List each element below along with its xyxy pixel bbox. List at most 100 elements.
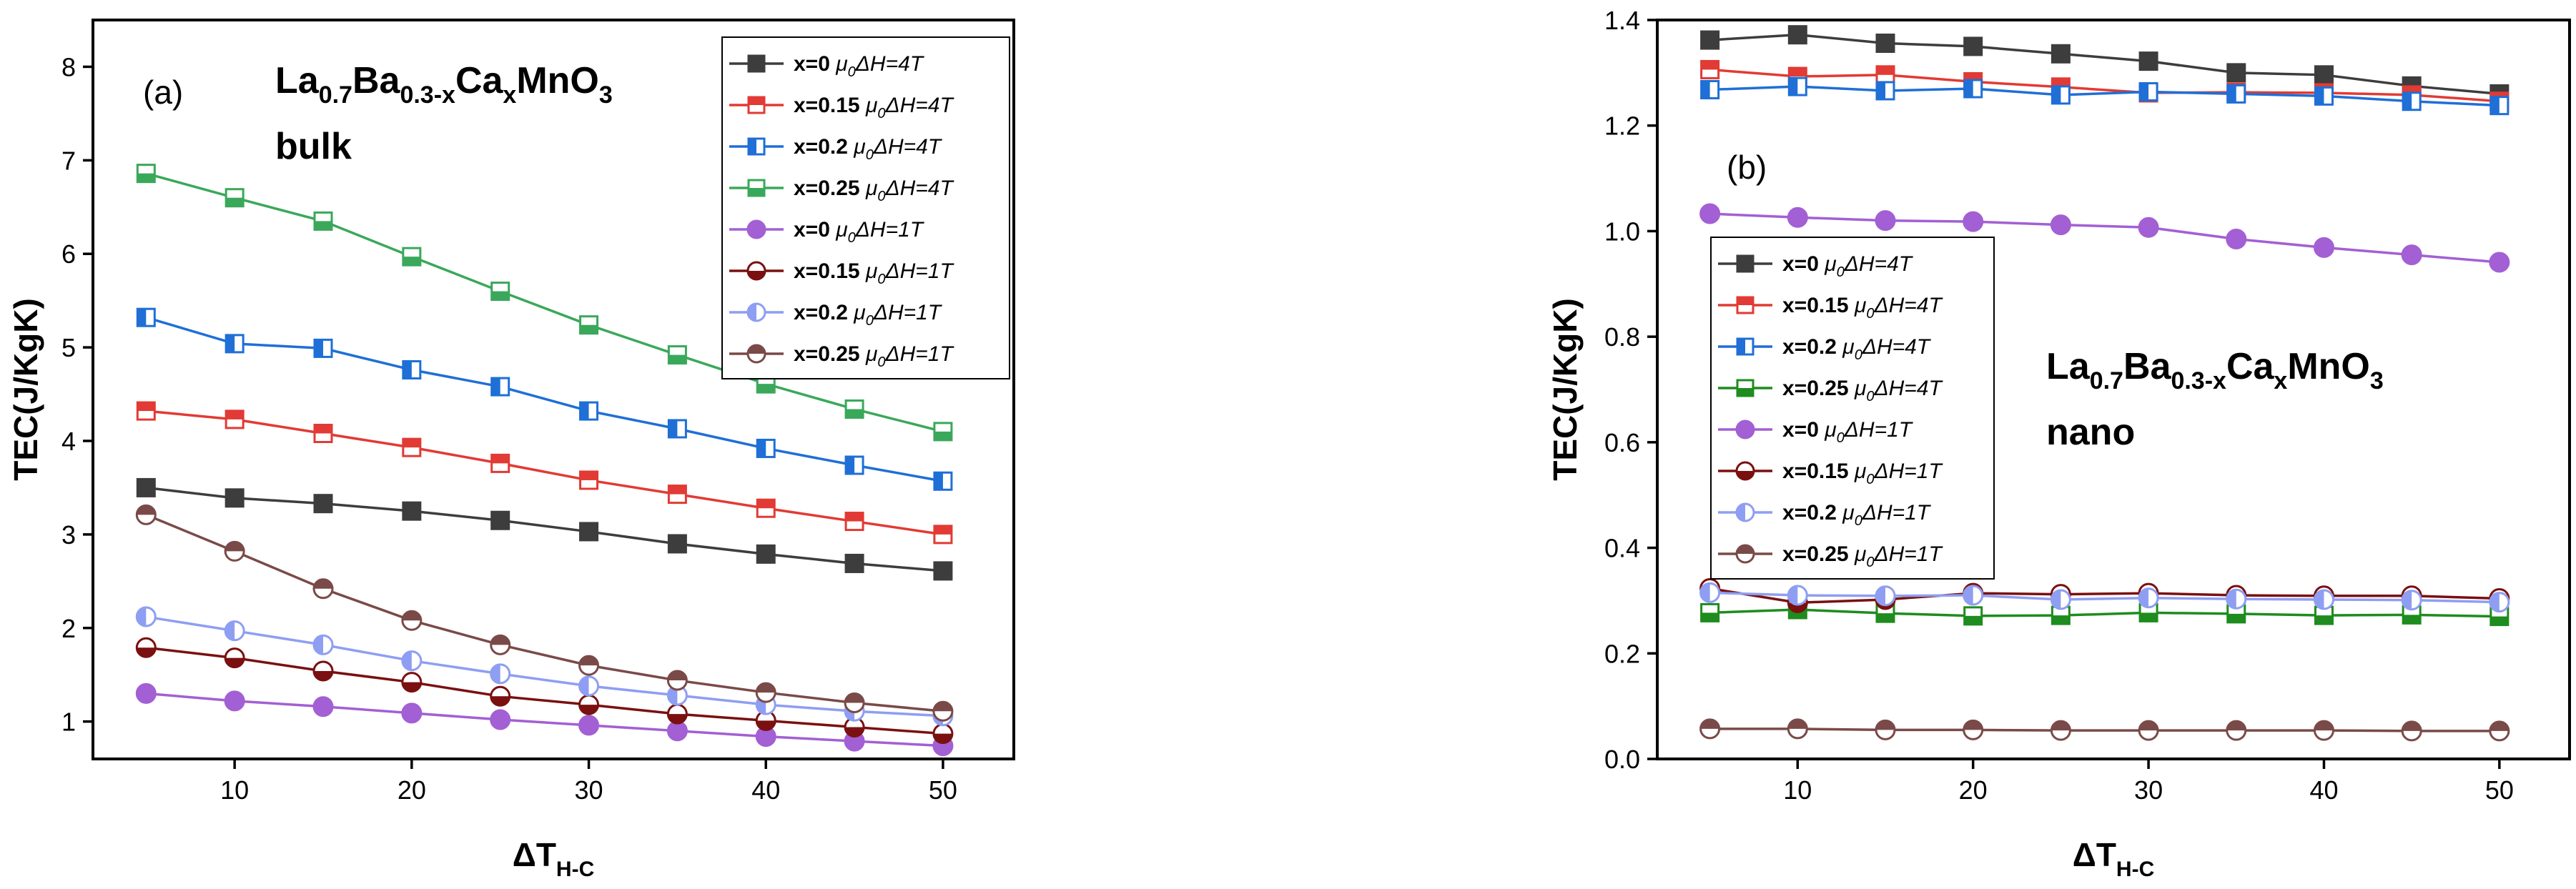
plot-frame [1656,19,2571,760]
series-7 [1699,582,2510,613]
data-point [578,715,600,736]
data-point [2050,720,2071,741]
y-tick-label: 0.8 [1604,322,1640,352]
data-point [578,655,600,676]
legend-entry: x=0.15 μ0ΔH=1T [729,259,954,287]
series-line [1709,212,2499,264]
legend-marker [1735,544,1755,564]
data-point [1875,719,1896,740]
legend-marker [747,96,766,114]
series-line [146,409,944,536]
data-point [579,470,599,490]
data-point [490,453,510,473]
data-point [401,650,423,672]
data-point [402,247,422,267]
y-tick-label: 7 [61,146,76,175]
data-point [136,477,156,497]
data-point [579,315,599,335]
data-point [2138,51,2158,71]
data-point [490,377,510,397]
data-point [135,637,157,658]
data-point [490,709,511,730]
data-point [1699,582,1721,603]
data-point [2226,84,2246,104]
data-point [313,424,333,444]
data-point [136,307,156,327]
data-point [844,399,864,419]
series-5 [135,682,954,757]
series-line [1709,608,2499,618]
series-6 [135,637,954,745]
series-line [145,513,944,712]
data-point [224,188,245,208]
data-point [756,498,776,518]
legend-entry: x=0 μ0ΔH=1T [729,218,925,246]
data-point [2489,720,2510,742]
series-line [145,316,944,482]
data-point [2402,91,2422,111]
data-point [313,211,333,231]
data-point [2313,237,2334,258]
legend-entry: x=0.15 μ0ΔH=4T [729,94,954,121]
series-7 [135,606,954,727]
data-point [667,419,687,439]
data-point [932,700,954,722]
data-point [313,494,333,514]
data-point [312,578,334,600]
data-point [756,544,776,564]
series-line [1709,33,2500,96]
y-tick-label: 2 [61,614,76,643]
data-point [2489,592,2510,613]
legend-entry: x=0.15 μ0ΔH=4T [1718,294,1943,322]
data-point [224,647,245,669]
data-point [2314,65,2334,85]
data-point [490,685,511,707]
series-line [146,615,944,717]
data-point [1875,585,1896,607]
series-4 [136,164,953,442]
legend-label: x=0.15 μ0ΔH=1T [794,259,954,287]
panel-b-chart: 10 20 30 40 50 0.0 0.2 0.4 0.6 0.8 1.0 1.2 1.4 ΔTH-C T… [1546,6,2571,881]
data-point [756,438,776,458]
data-point [1699,203,1721,224]
y-tick-label: 8 [61,52,76,81]
legend-marker [746,344,766,364]
y-tick-label: 1 [61,707,76,737]
data-point [490,663,511,685]
legend-marker [1736,296,1755,314]
data-point [224,620,245,642]
legend-label: x=0.15 μ0ΔH=4T [1782,294,1943,322]
legend-marker [1735,419,1755,439]
data-point [1963,79,1983,99]
data-point [2314,86,2334,106]
legend-entry: x=0 μ0ΔH=4T [729,52,925,80]
legend-label: x=0.25 μ0ΔH=4T [794,177,954,204]
x-tick-label: 10 [220,775,249,805]
legend-label: x=0.25 μ0ΔH=1T [1782,542,1943,570]
data-point [1700,602,1720,622]
data-point [2051,44,2071,64]
data-point [933,471,953,491]
data-point [2226,588,2247,610]
series-line [1709,587,2499,605]
data-point [490,634,511,655]
series-line [1709,68,2499,103]
data-point [402,360,422,380]
data-point [224,334,245,354]
legend-entry: x=0.25 μ0ΔH=1T [729,342,954,370]
legend-entry: x=0.15 μ0ΔH=1T [1718,460,1943,487]
y-tick-label: 0.4 [1604,534,1640,563]
data-point [135,606,157,627]
data-point [401,672,423,693]
panel-a-chart: 10 20 30 40 50 1 2 3 4 5 6 7 8 ΔTH-C TEC(J/KgK) (a) La0.… [7,19,1015,881]
data-point [579,522,599,542]
data-point [490,510,510,530]
data-point [490,282,510,302]
data-point [933,561,953,581]
data-point [667,345,687,365]
series-2 [1700,59,2510,111]
legend-marker [1735,502,1755,522]
legend-entry: x=0.25 μ0ΔH=1T [1718,542,1943,570]
data-point [1963,719,1984,740]
data-point [844,716,865,737]
